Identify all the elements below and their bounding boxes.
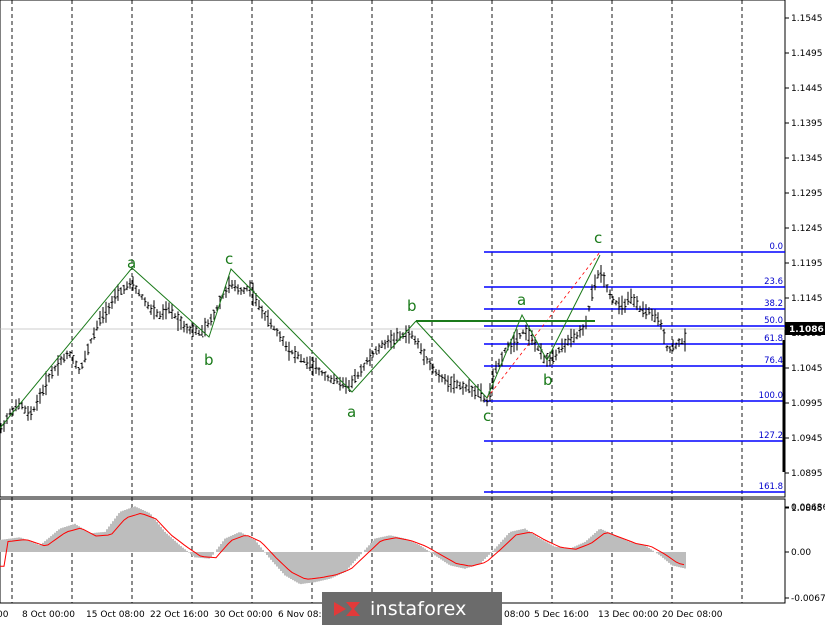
fib-anchor-line [486,251,601,399]
fib-label: 76.4 [764,356,783,366]
instaforex-banner[interactable]: instaforex [322,592,502,625]
price-tick-label: 1.1195 [791,259,823,269]
current-price-label: 1.1086 [789,325,824,335]
osc-tick-label: -0.00678 [791,594,825,604]
wave-label: c [483,407,491,425]
current-price-box [785,322,825,335]
time-tick-label: 20 Dec 08:00 [662,610,723,620]
time-axis: :00 8 Oct 00:00 15 Oct 08:00 22 Oct 16:00 30… [0,610,723,620]
wave-label: b [204,351,214,369]
price-bars [0,265,687,434]
wave-label: b [407,297,417,315]
price-tick-label: 1.0945 [791,434,823,444]
wave-label: a [347,403,356,421]
price-tick-label: 1.1045 [791,364,823,374]
signal-line [0,512,685,580]
time-tick-label: 22 Oct 16:00 [150,610,209,620]
main-chart-frame [0,0,786,498]
osc-tick-label: 0.00686 [791,503,825,513]
price-tick-label: 1.1295 [791,189,823,199]
wave-label: c [225,250,233,268]
time-tick-label: 6 Nov 08:00 [278,610,333,620]
price-tick-label: 1.1545 [791,14,823,24]
fib-label: 38.2 [764,299,783,309]
fib-label: 23.6 [764,277,783,287]
vertical-grid [11,0,743,603]
time-tick-label: 30 Oct 00:00 [214,610,273,620]
time-tick-label: 15 Oct 08:00 [86,610,145,620]
banner-text: instaforex [370,597,467,620]
oscillator-histogram [0,506,686,585]
time-tick-label: 13 Dec 00:00 [598,610,659,620]
wave-label: b [543,371,553,389]
wave-line [0,267,417,429]
price-tick-label: 1.0995 [791,399,823,409]
time-tick-label: 8 Oct 00:00 [22,610,75,620]
fib-label: 100.0 [759,391,783,401]
instaforex-logo-icon [332,598,362,620]
wave-line [486,254,601,399]
price-axis: 1.1545 1.1495 1.1445 1.1395 1.1345 1.1295 1.12… [785,14,823,514]
wave-line [415,320,488,399]
osc-tick-label: 0.00 [791,548,811,558]
fib-label: 127.2 [759,431,783,441]
fibonacci-levels: 0.0 23.6 38.2 50.0 61.8 76.4 100.0 127.2 161.8 [484,242,785,493]
wave-labels: a c b a b c a b c [127,229,602,425]
fib-label: 0.0 [769,242,783,252]
price-tick-label: 1.0845 [791,504,823,514]
price-tick-label: 1.1495 [791,49,823,59]
time-tick-label: 5 Dec 16:00 [534,610,589,620]
fib-label: 50.0 [764,316,783,326]
time-tick-label: :00 [0,610,9,620]
price-tick-label: 1.1395 [791,119,823,129]
wave-label: a [127,254,136,272]
wave-lines [0,254,601,429]
price-tick-label: 1.1245 [791,224,823,234]
price-tick-label: 1.1445 [791,84,823,94]
price-tick-label: 1.1345 [791,154,823,164]
fib-label: 161.8 [759,482,783,492]
wave-label: a [517,291,526,309]
fib-label: 61.8 [764,334,783,344]
price-tick-label: 1.0895 [791,469,823,479]
wave-label: c [594,229,602,247]
oscillator-axis: 0.00686 0.00 -0.00678 [785,503,825,604]
price-tick-label: 1.1145 [791,294,823,304]
time-tick-label: 08:00 [504,610,530,620]
